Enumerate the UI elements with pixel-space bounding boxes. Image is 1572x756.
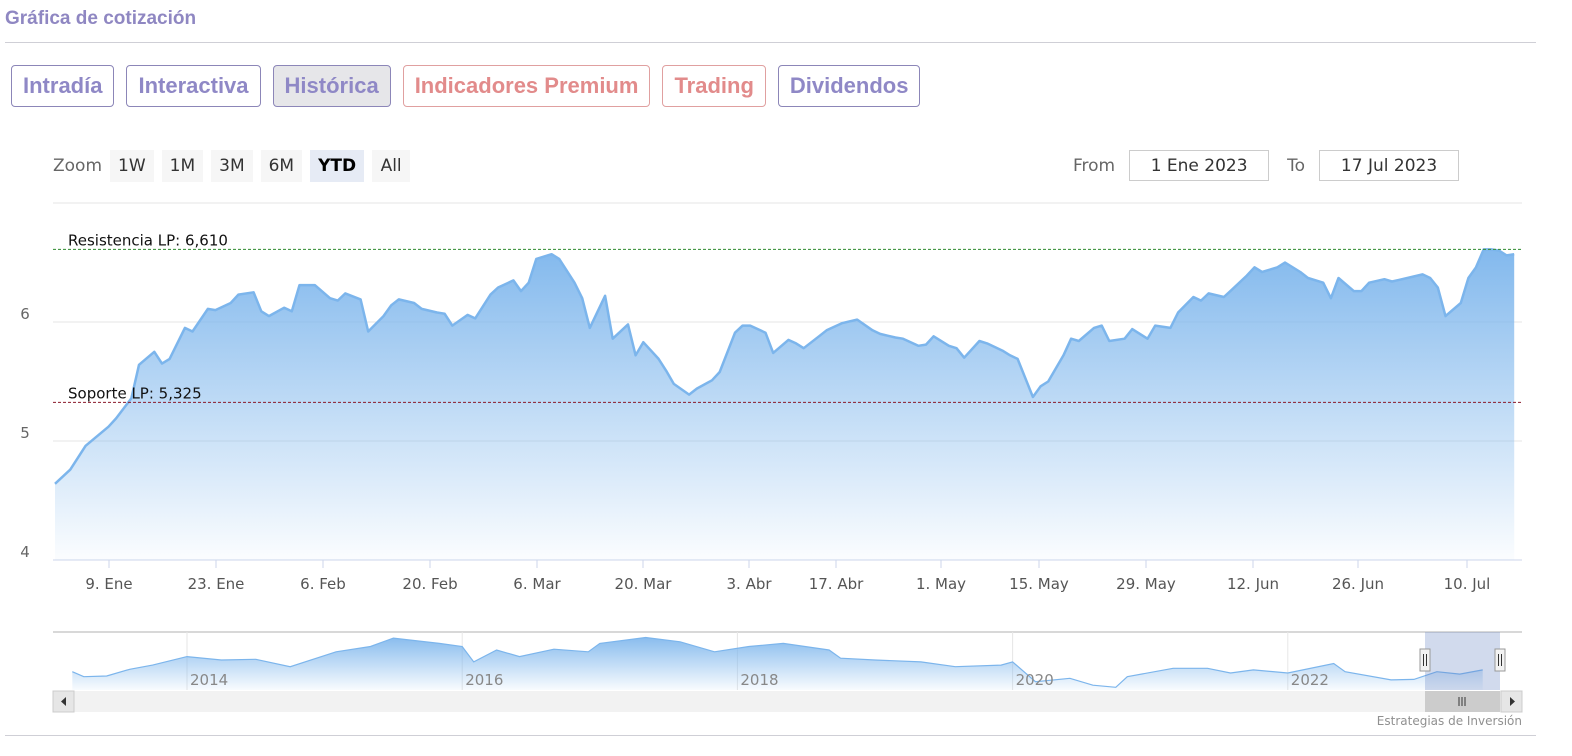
x-tick-label: 9. Ene [85, 575, 132, 593]
arrow-left-icon [61, 697, 66, 706]
tab-trading[interactable]: Trading [662, 65, 766, 107]
handle-grip-icon [1419, 648, 1431, 672]
tab-indicadores-premium[interactable]: Indicadores Premium [402, 65, 651, 107]
handle-grip-icon [1494, 648, 1506, 672]
zoom-1w-button[interactable]: 1W [110, 150, 154, 182]
divider [5, 42, 1536, 43]
x-tick-label: 17. Abr [809, 575, 864, 593]
price-area [55, 249, 1515, 560]
resistance-label: Resistencia LP: 6,610 [68, 231, 228, 249]
tab-intradia[interactable]: Intradía [11, 65, 115, 107]
x-tick-label: 23. Ene [188, 575, 245, 593]
navigator-year-label: 2018 [740, 671, 778, 689]
page-title: Gráfica de cotización [5, 8, 197, 29]
x-tick-label: 20. Feb [402, 575, 457, 593]
x-tick-label: 26. Jun [1332, 575, 1384, 593]
zoom-label: Zoom [53, 156, 103, 176]
x-tick-label: 29. May [1116, 575, 1176, 593]
x-tick-label: 20. Mar [615, 575, 673, 593]
zoom-ytd-button[interactable]: YTD [310, 150, 365, 182]
x-tick-label: 3. Abr [726, 575, 772, 593]
to-date-input[interactable]: 17 Jul 2023 [1319, 150, 1460, 181]
navigator-right-handle[interactable] [1494, 648, 1506, 672]
navigator-year-label: 2014 [190, 671, 228, 689]
navigator-year-label: 2020 [1016, 671, 1054, 689]
date-range: From 1 Ene 2023 To 17 Jul 2023 [1073, 150, 1477, 181]
navigator-selection [1425, 632, 1500, 690]
tab-dividendos[interactable]: Dividendos [777, 65, 921, 107]
navigator-left-handle[interactable] [1419, 648, 1431, 672]
price-line [54, 248, 1515, 485]
support-label: Soporte LP: 5,325 [68, 384, 202, 402]
tab-interactiva[interactable]: Interactiva [126, 65, 261, 107]
zoom-all-button[interactable]: All [372, 150, 411, 182]
y-tick-label: 5 [20, 424, 30, 442]
to-label: To [1287, 155, 1306, 176]
tab-historica[interactable]: Histórica [272, 65, 391, 107]
zoom-1m-button[interactable]: 1M [161, 150, 204, 182]
zoom-6m-button[interactable]: 6M [260, 150, 303, 182]
x-tick-label: 6. Mar [513, 575, 561, 593]
navigator-area [72, 637, 1483, 690]
y-tick-label: 6 [20, 305, 30, 323]
navigator-line [72, 636, 1483, 688]
x-tick-label: 12. Jun [1227, 575, 1279, 593]
divider [5, 735, 1536, 736]
chart-tabs: Intradía Interactiva Histórica Indicador… [11, 65, 921, 107]
x-tick-label: 10. Jul [1444, 575, 1491, 593]
zoom-3m-button[interactable]: 3M [211, 150, 253, 182]
chart-credits[interactable]: Estrategias de Inversión [1376, 714, 1522, 728]
from-date-input[interactable]: 1 Ene 2023 [1129, 150, 1270, 181]
zoom-selector: Zoom 1W 1M 3M 6M YTD All [53, 150, 411, 182]
arrow-right-icon [1510, 697, 1515, 706]
x-tick-label: 15. May [1009, 575, 1069, 593]
x-tick-label: 6. Feb [300, 575, 346, 593]
from-label: From [1073, 155, 1116, 176]
scrollbar-track[interactable] [53, 691, 1522, 712]
navigator-year-label: 2016 [465, 671, 503, 689]
navigator-year-label: 2022 [1291, 671, 1329, 689]
y-tick-label: 4 [20, 543, 30, 561]
x-tick-label: 1. May [916, 575, 966, 593]
